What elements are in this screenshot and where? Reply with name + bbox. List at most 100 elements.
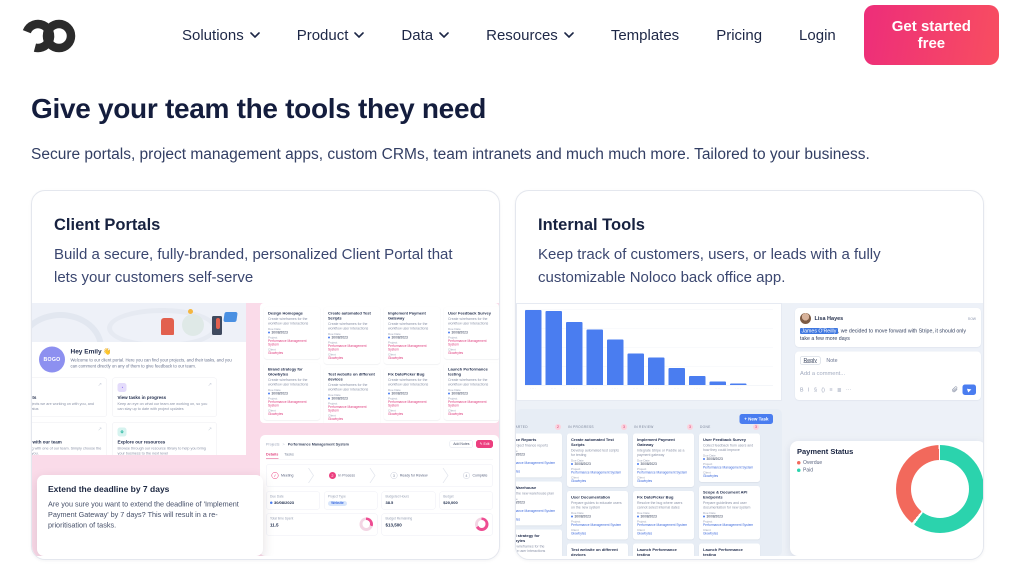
- portal-home-panel: BOGO Hey Emily 👋 Welcome to our client p…: [32, 303, 246, 455]
- nav-item-resources[interactable]: Resources: [486, 27, 574, 44]
- login-link[interactable]: Login: [799, 26, 836, 44]
- bar: [586, 329, 603, 385]
- breadcrumb-root[interactable]: Projects: [266, 441, 280, 447]
- comment-input[interactable]: Add a comment...: [800, 370, 846, 377]
- field-due-date[interactable]: Due Date 30/08/2023: [266, 491, 320, 510]
- portal-tile-view-tasks-in-progress[interactable]: ↗ ◔ View tasks in progress Keep an eye o…: [112, 377, 217, 418]
- task-card[interactable]: Design Homepage Create wireframes for th…: [264, 307, 320, 360]
- format-icon[interactable]: (): [821, 386, 825, 393]
- new-task-button[interactable]: + New Task: [739, 414, 773, 424]
- count-badge: 3: [621, 424, 627, 430]
- tab-details[interactable]: Details: [266, 452, 279, 459]
- mention-chip[interactable]: James O'Reilly: [800, 328, 838, 334]
- internal-tools-card[interactable]: Internal Tools Keep track of customers, …: [515, 190, 984, 560]
- nav-item-data[interactable]: Data: [401, 27, 449, 44]
- task-card[interactable]: Test website on different devices Verify…: [567, 543, 628, 556]
- bar: [607, 339, 624, 385]
- step-meeting[interactable]: ✓ Meeting: [271, 472, 294, 479]
- task-card[interactable]: Scope & Document API Endpoints Prepare g…: [699, 486, 760, 540]
- bar-label: ····: [591, 387, 598, 391]
- task-card[interactable]: Data Warehouse Define the new warehouse …: [516, 481, 562, 526]
- client-portals-card[interactable]: Client Portals Build a secure, fully-bra…: [31, 190, 500, 560]
- task-card[interactable]: Launch Performance testing Perform load …: [633, 543, 694, 556]
- greeting-title: Hey Emily 👋: [70, 347, 112, 356]
- kanban-column-done: DONE 3 User Feedback Survey Collect feed…: [699, 424, 760, 556]
- attachment-icon[interactable]: [952, 386, 959, 394]
- task-card[interactable]: Fix DatePicker Bug Resolve the bug where…: [633, 491, 694, 540]
- get-started-button[interactable]: Get started free: [863, 5, 999, 65]
- nav-menu: Solutions Product Data Resources Templates Pr…: [182, 27, 762, 44]
- task-card[interactable]: Launch Performance testing Create wirefr…: [444, 363, 499, 421]
- bar-chart: [525, 309, 773, 386]
- field-budgeted-hours[interactable]: Budgeted Hours 38.5: [381, 491, 436, 510]
- task-card[interactable]: Finance Reports View project finance rep…: [516, 433, 562, 478]
- modal-body: Are you sure you want to extend the dead…: [48, 500, 239, 530]
- portal-tile-explore-our-resources[interactable]: ↗ ❖ Explore our resources Browse through…: [112, 422, 217, 455]
- chevron-down-icon: [249, 32, 260, 38]
- stepper-separator: [369, 468, 376, 483]
- internal-tools-screenshot: ···· ···· ···· ···· ···· ···· ···· ···· ···· ····…: [516, 303, 983, 556]
- tab-note[interactable]: Note: [826, 357, 838, 364]
- task-card[interactable]: Brand strategy for Glowbytes Create wire…: [516, 529, 562, 556]
- noloco-logo[interactable]: [20, 14, 78, 56]
- bar: [525, 310, 542, 385]
- task-card[interactable]: Test website on different devices Create…: [324, 368, 380, 423]
- task-card[interactable]: Create automated Test Scripts Develop au…: [567, 433, 628, 488]
- task-card[interactable]: Launch Performance testing Perform load …: [699, 543, 760, 556]
- nav-item-pricing[interactable]: Pricing: [716, 26, 763, 44]
- stepper-separator: [442, 468, 449, 483]
- format-icon[interactable]: ≣: [836, 386, 842, 393]
- field-project-type[interactable]: Project Type Website: [323, 491, 378, 510]
- task-card[interactable]: Fix DatePicker Bug Create wireframes for…: [384, 368, 440, 421]
- format-icon[interactable]: B: [800, 386, 804, 393]
- nav-item-product[interactable]: Product: [297, 27, 365, 44]
- bar-chart-panel: ···· ···· ···· ···· ···· ···· ···· ···· ···· ····…: [516, 303, 782, 401]
- board-column: User Feedback Survey Create wireframes f…: [444, 307, 499, 423]
- task-card[interactable]: Implement Payment Gateway Create wirefra…: [384, 307, 440, 365]
- comment-message[interactable]: Lisa Hayes now James O'Reilly, we decide…: [795, 308, 981, 348]
- edit-button[interactable]: ✎ Edit: [476, 440, 493, 448]
- board-column: Design Homepage Create wireframes for th…: [264, 307, 320, 423]
- bar: [668, 367, 685, 385]
- donut-chart: [475, 517, 489, 531]
- format-icon[interactable]: §: [813, 386, 817, 393]
- comment-composer[interactable]: Reply Note Add a comment... B I § () ≡ ≣ ⋯: [795, 351, 981, 401]
- internal-tools-head: Internal Tools Keep track of customers, …: [516, 191, 983, 297]
- legend-paid: Paid: [797, 468, 979, 473]
- step-in-process[interactable]: 2 In Process: [328, 472, 355, 479]
- send-button[interactable]: [962, 384, 976, 396]
- format-icon[interactable]: ⋯: [845, 386, 852, 393]
- bar-label: ····: [530, 387, 537, 391]
- format-icon[interactable]: I: [808, 386, 810, 393]
- portal-board-columns: Design Homepage Create wireframes for th…: [260, 303, 499, 423]
- task-card[interactable]: Brand strategy for Glowbytes Create wire…: [264, 363, 320, 421]
- task-card[interactable]: Create automated Test Scripts Create wir…: [324, 307, 380, 365]
- legend-overdue: Overdue: [797, 460, 979, 466]
- count-badge: 3: [753, 424, 759, 430]
- step-ready-for-review[interactable]: 3 Ready for Review: [390, 472, 428, 479]
- portal-tile-book-a-call-with-our-team[interactable]: ↗ ▭ Book a call with our team Book a mee…: [32, 422, 107, 455]
- task-card[interactable]: Implement Payment Gateway Integrate Stri…: [633, 433, 694, 488]
- metric-total-time-spent: Total time Spent 11.5: [266, 513, 378, 536]
- portal-tile-view-projects[interactable]: ↗ ▦ View projects See all the projects w…: [32, 377, 107, 418]
- bar: [709, 381, 726, 385]
- format-icon[interactable]: ≡: [829, 386, 833, 393]
- task-card[interactable]: User Feedback Survey Create wireframes f…: [444, 307, 499, 360]
- deadline-modal[interactable]: Extend the deadline by 7 days Are you su…: [37, 475, 263, 556]
- banner-illustration: [32, 303, 246, 342]
- bar: [689, 376, 706, 385]
- nav-item-templates[interactable]: Templates: [610, 26, 680, 44]
- nav-item-solutions[interactable]: Solutions: [182, 27, 260, 44]
- chevron-down-icon: [354, 32, 365, 38]
- payment-status-panel: Payment Status Overdue Paid: [790, 441, 983, 556]
- task-card[interactable]: User Documentation Prepare guides to edu…: [567, 491, 628, 540]
- tab-reply[interactable]: Reply: [800, 356, 821, 365]
- task-card[interactable]: User Feedback Survey Collect feedback fr…: [699, 433, 760, 483]
- field-budget[interactable]: Budget $20,000: [439, 491, 493, 510]
- avatar: [800, 313, 811, 324]
- client-portals-head: Client Portals Build a secure, fully-bra…: [32, 191, 499, 297]
- feature-cards: Client Portals Build a secure, fully-bra…: [31, 190, 984, 560]
- tab-tasks[interactable]: Tasks: [284, 452, 294, 457]
- step-complete[interactable]: 4 Complete: [462, 472, 487, 479]
- add-notes-button[interactable]: Add Notes: [449, 440, 474, 448]
